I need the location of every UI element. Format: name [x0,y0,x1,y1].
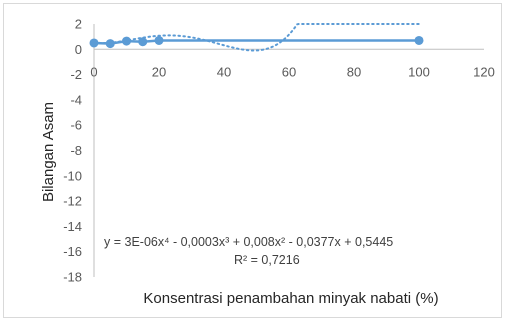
y-tick-label: -10 [63,168,82,183]
y-axis-title: Bilangan Asam [40,102,57,202]
y-tick-label: -12 [63,194,82,209]
y-tick-label: -8 [70,143,82,158]
data-point [89,38,99,48]
x-tick-label: 40 [217,64,231,79]
x-tick-label: 80 [347,64,361,79]
y-tick-label: -16 [63,244,82,259]
data-point [122,36,131,46]
y-tick-label: -2 [70,67,82,82]
y-tick-label: 2 [75,17,82,32]
x-tick-label: 120 [473,64,495,79]
x-tick-label: 60 [282,64,296,79]
y-tick-label: -4 [70,92,82,107]
chart-container: 0 20 40 60 80 100 120 2 0 -2 -4 -6 -8 -10 -12 -14 -16 -18… [3,3,502,318]
axes-layer [93,24,484,277]
x-tick-label: 0 [90,64,97,79]
x-tick-label: 100 [408,64,430,79]
y-tick-label: 0 [75,42,82,57]
trendline-equation: y = 3E-06x⁴ - 0,0003x³ + 0,008x² - 0,037… [104,235,393,249]
data-points [89,35,424,49]
data-point [105,39,115,49]
y-tick-label: -14 [63,219,82,234]
x-tick-label: 20 [152,64,166,79]
trendline-r-squared: R² = 0,7216 [234,253,300,267]
trendline-curve [93,23,420,52]
y-tick-label: -18 [63,270,82,285]
y-tick-label: -6 [70,118,82,133]
data-point [414,35,424,45]
data-point [138,37,148,47]
x-axis-title: Konsentrasi penambahan minyak nabati (%) [143,290,438,307]
chart-svg: 0 20 40 60 80 100 12020-2-4-6-8-10-12-14-16-18… [40,17,495,308]
data-point [154,35,164,45]
